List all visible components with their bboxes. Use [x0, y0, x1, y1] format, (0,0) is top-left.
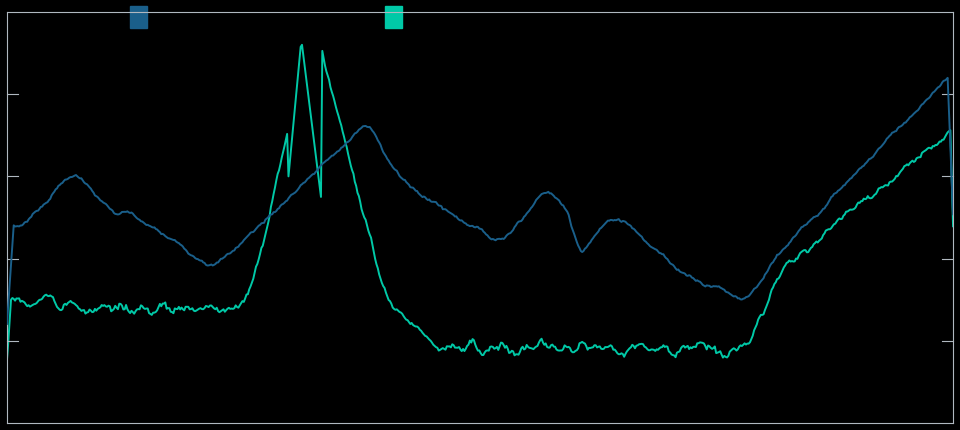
Bar	[130, 6, 147, 28]
Bar	[385, 6, 402, 28]
